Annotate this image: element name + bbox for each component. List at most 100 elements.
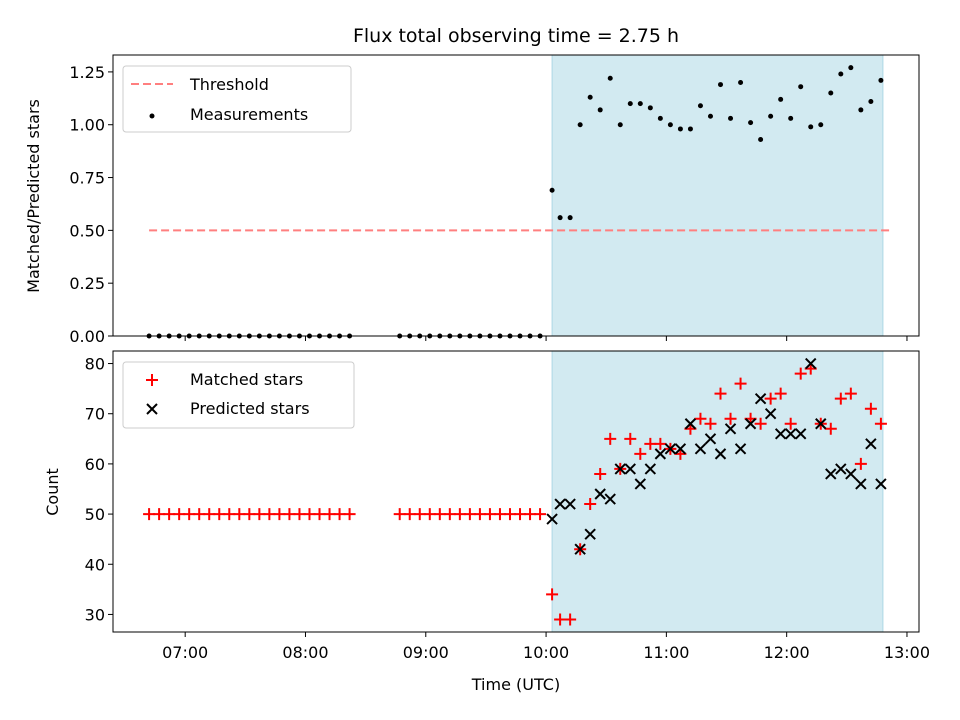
matched-star-point	[644, 437, 657, 450]
matched-star-point	[413, 508, 426, 521]
matched-star-point	[724, 412, 737, 425]
matched-star-point	[564, 613, 577, 626]
matched-star-point	[704, 417, 717, 430]
measurement-point	[597, 107, 603, 113]
matched-star-point	[183, 508, 196, 521]
matched-star-point	[213, 508, 226, 521]
matched-star-point	[734, 377, 747, 390]
predicted-star-point	[574, 543, 586, 555]
measurement-point	[567, 215, 573, 221]
legend-threshold-label: Threshold	[189, 75, 269, 94]
count-x-tick-label: 12:00	[764, 643, 810, 662]
predicted-star-point	[734, 443, 747, 455]
matched-star-point	[594, 467, 607, 480]
matched-star-point	[233, 508, 246, 521]
count-y-tick-label: 30	[85, 605, 105, 624]
matched-star-point	[834, 392, 847, 405]
measurement-point	[647, 105, 653, 111]
ratio-y-tick-label: 0.50	[69, 221, 105, 240]
ratio-panel: 0.00 0.25 0.50 0.75 1.00 1.25 Matched/Predict…	[24, 54, 920, 346]
predicted-stars-series	[546, 357, 887, 555]
matched-star-point	[253, 508, 266, 521]
measurement-point	[549, 187, 555, 193]
legend-measurements-label: Measurements	[190, 105, 308, 124]
matched-star-point	[483, 508, 496, 521]
matched-star-point	[163, 508, 176, 521]
matched-star-point	[223, 508, 236, 521]
measurement-point	[697, 103, 703, 109]
predicted-star-point	[654, 448, 667, 460]
matched-star-point	[243, 508, 256, 521]
matched-star-point	[153, 508, 166, 521]
matched-star-point	[403, 508, 416, 521]
predicted-star-point	[614, 463, 626, 475]
measurement-point	[798, 84, 804, 90]
matched-star-point	[524, 508, 537, 521]
predicted-star-point	[546, 513, 558, 525]
count-y-tick-label: 50	[85, 505, 105, 524]
matched-star-point	[423, 508, 436, 521]
measurement-point	[768, 113, 774, 119]
measurement-point	[838, 71, 844, 77]
matched-star-point	[774, 387, 787, 400]
predicted-star-point	[604, 493, 616, 505]
measurement-point	[577, 122, 583, 128]
matched-star-point	[313, 508, 326, 521]
predicted-star-point	[774, 428, 787, 440]
legend-predicted-swatch	[146, 403, 158, 415]
predicted-star-point	[865, 438, 877, 450]
matched-star-point	[443, 508, 456, 521]
measurement-point	[728, 115, 734, 121]
measurement-point	[718, 82, 724, 88]
ratio-y-tick-label: 1.25	[69, 63, 105, 82]
matched-star-point	[714, 387, 727, 400]
matched-star-point	[654, 437, 667, 450]
ratio-y-tick-label: 1.00	[69, 116, 105, 135]
ratio-x-ticks	[184, 336, 908, 341]
matched-star-point	[864, 402, 877, 415]
count-x-tick-label: 10:00	[523, 643, 569, 662]
predicted-star-point	[825, 468, 837, 480]
matched-star-point	[694, 412, 707, 425]
measurement-point	[738, 79, 744, 85]
count-axes-frame	[112, 350, 920, 633]
ratio-axes-frame	[112, 54, 920, 337]
predicted-star-point	[815, 418, 827, 430]
matched-star-point	[493, 508, 506, 521]
matched-star-point	[764, 392, 777, 405]
measurement-point	[557, 215, 563, 221]
predicted-star-point	[674, 443, 687, 455]
predicted-star-point	[664, 443, 677, 455]
measurement-point	[818, 122, 824, 128]
count-legend-box	[122, 361, 355, 429]
matched-star-point	[393, 508, 406, 521]
measurement-point	[607, 75, 613, 81]
legend-measurements-swatch	[149, 113, 155, 119]
matched-star-point	[874, 417, 887, 430]
measurement-point	[748, 120, 754, 126]
count-x-tick-label: 08:00	[282, 643, 328, 662]
matched-star-point	[794, 367, 807, 380]
predicted-star-point	[764, 408, 777, 420]
matched-star-point	[263, 508, 276, 521]
count-y-tick-label: 40	[85, 555, 105, 574]
matched-star-point	[143, 508, 156, 521]
count-y-tick-label: 70	[85, 405, 105, 424]
matched-star-point	[604, 432, 617, 445]
ratio-legend-box	[122, 65, 352, 133]
predicted-star-point	[784, 428, 797, 440]
matched-star-point	[503, 508, 516, 521]
count-x-tick-label: 11:00	[643, 643, 689, 662]
predicted-star-point	[594, 488, 606, 500]
legend-predicted-label: Predicted stars	[190, 399, 310, 418]
matched-star-point	[273, 508, 286, 521]
predicted-star-point	[855, 478, 867, 490]
predicted-star-point	[805, 357, 817, 370]
measurement-point	[617, 122, 623, 128]
chart-title: Flux total observing time = 2.75 h	[353, 25, 679, 47]
measurement-point	[788, 115, 794, 121]
matched-star-point	[784, 417, 797, 430]
legend-matched-label: Matched stars	[190, 370, 303, 389]
ratio-y-tick-label: 0.75	[69, 169, 105, 188]
measurement-point	[627, 101, 633, 107]
